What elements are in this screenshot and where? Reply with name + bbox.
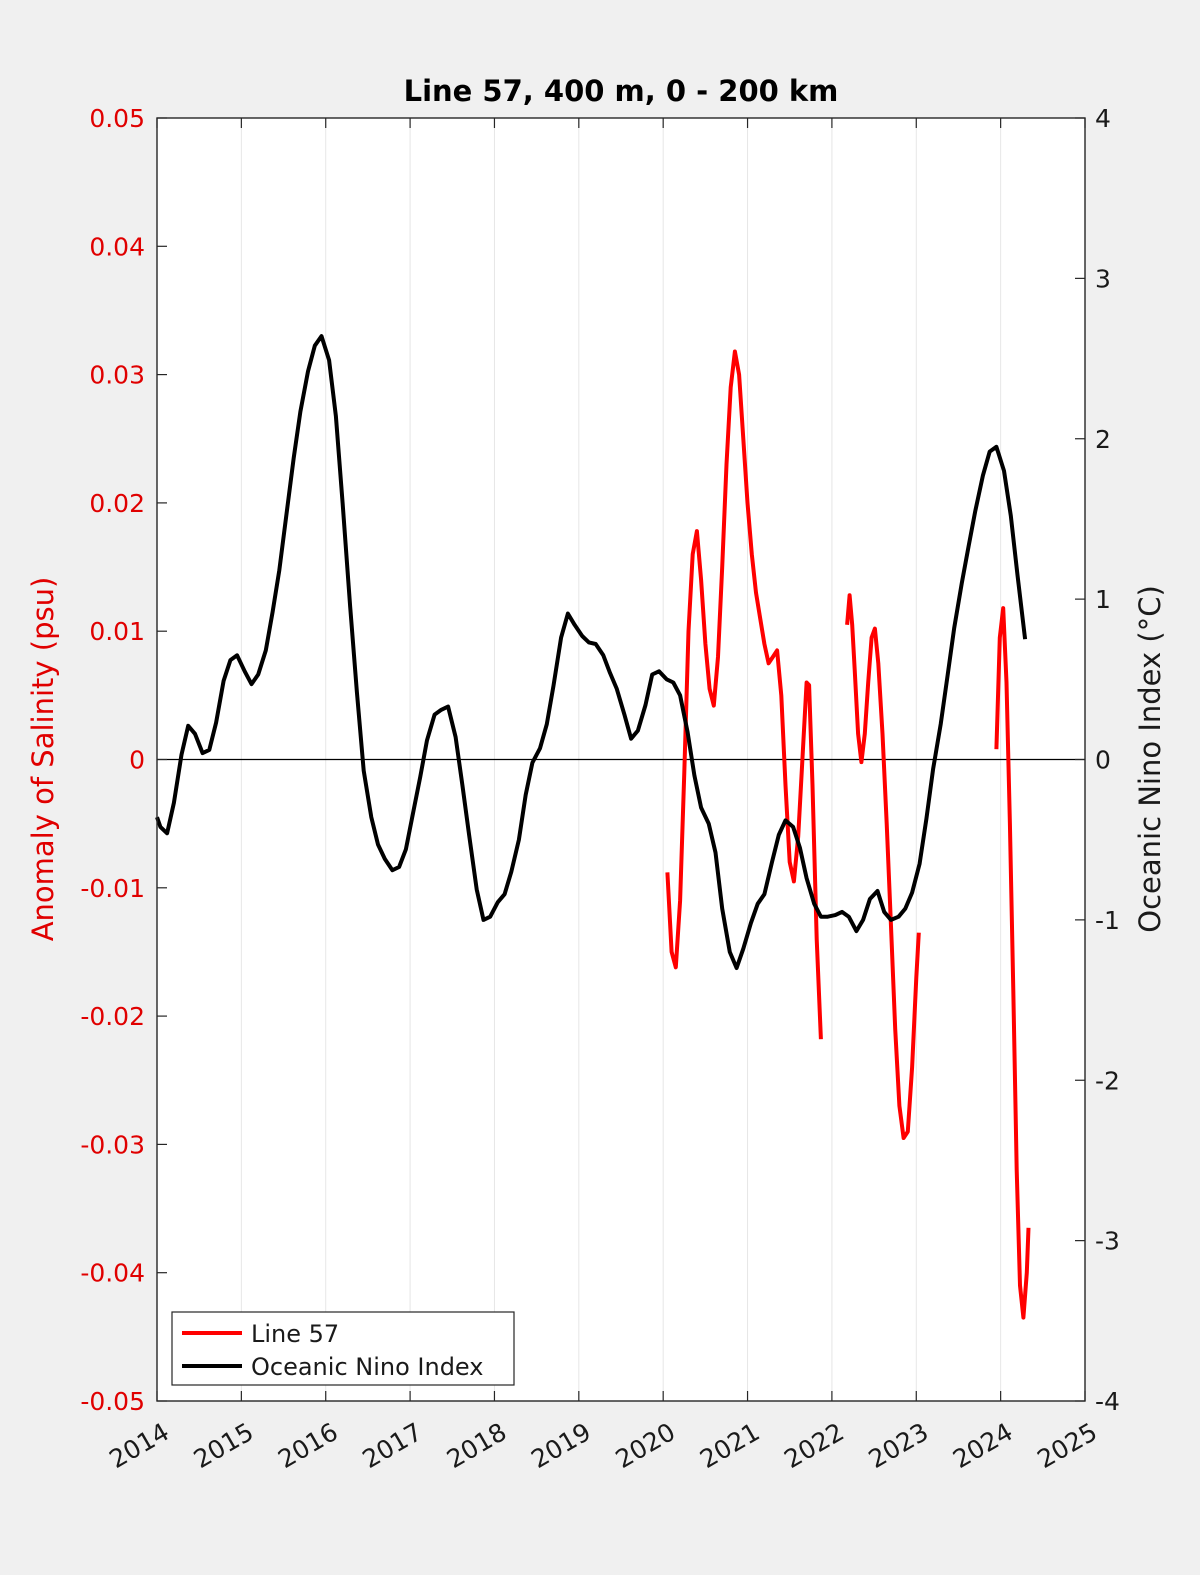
series-line-57-segment-1 <box>845 593 921 1140</box>
y-left-tick-label-7: -0.02 <box>80 1002 145 1031</box>
legend-label-line-57: Line 57 <box>251 1320 339 1348</box>
legend-label-oni: Oceanic Nino Index <box>251 1353 483 1381</box>
x-tick-label-2017: 2017 <box>357 1417 427 1474</box>
x-tick-label-2021: 2021 <box>695 1417 765 1474</box>
series-layer <box>155 334 1031 1320</box>
y-right-tick-label-8: -4 <box>1095 1387 1120 1416</box>
y-right-tick-label-3: 1 <box>1095 585 1111 614</box>
x-tick-label-2024: 2024 <box>948 1417 1018 1474</box>
y-left-tick-label-9: -0.04 <box>80 1259 145 1288</box>
y-left-tick-label-2: 0.03 <box>89 361 145 390</box>
x-tick-label-2014: 2014 <box>104 1417 174 1474</box>
x-tick-label-2019: 2019 <box>526 1417 596 1474</box>
legend: Line 57 Oceanic Nino Index <box>171 1311 515 1386</box>
y-left-tick-label-6: -0.01 <box>80 874 145 903</box>
x-tick-label-2015: 2015 <box>189 1417 259 1474</box>
y-right-tick-label-0: 4 <box>1095 104 1111 133</box>
x-tick-label-2022: 2022 <box>779 1417 849 1474</box>
x-tick-label-2025: 2025 <box>1032 1417 1102 1474</box>
x-tick-label-2023: 2023 <box>864 1417 934 1474</box>
y-right-tick-label-1: 3 <box>1095 264 1111 293</box>
y-left-tick-label-0: 0.05 <box>89 104 145 133</box>
y-left-tick-label-1: 0.04 <box>89 232 145 261</box>
y-right-tick-label-6: -2 <box>1095 1066 1120 1095</box>
series-line-57-segment-2 <box>994 606 1031 1320</box>
y-left-tick-label-5: 0 <box>129 746 145 775</box>
y-axis-left-label: Anomaly of Salinity (psu) <box>26 577 60 942</box>
y-right-tick-label-7: -3 <box>1095 1227 1120 1256</box>
y-left-tick-label-3: 0.02 <box>89 489 145 518</box>
x-tick-label-2016: 2016 <box>273 1417 343 1474</box>
series-oceanic-nino-index-segment-0 <box>155 334 1028 970</box>
y-axis-right-label: Oceanic Nino Index (°C) <box>1133 585 1167 933</box>
y-right-tick-label-4: 0 <box>1095 746 1111 775</box>
legend-box <box>171 1311 515 1386</box>
y-right-tick-label-5: -1 <box>1095 906 1120 935</box>
y-left-tick-label-10: -0.05 <box>80 1387 145 1416</box>
chart-title: Line 57, 400 m, 0 - 200 km <box>404 74 839 108</box>
x-tick-label-2020: 2020 <box>611 1417 681 1474</box>
y-left-tick-label-8: -0.03 <box>80 1130 145 1159</box>
x-tick-label-2018: 2018 <box>442 1417 512 1474</box>
axis-ticks: 2014 2015 2016 2017 2018 2019 2020 2021 2022 2023… <box>80 104 1120 1474</box>
y-left-tick-label-4: 0.01 <box>89 617 145 646</box>
y-right-tick-label-2: 2 <box>1095 425 1111 454</box>
